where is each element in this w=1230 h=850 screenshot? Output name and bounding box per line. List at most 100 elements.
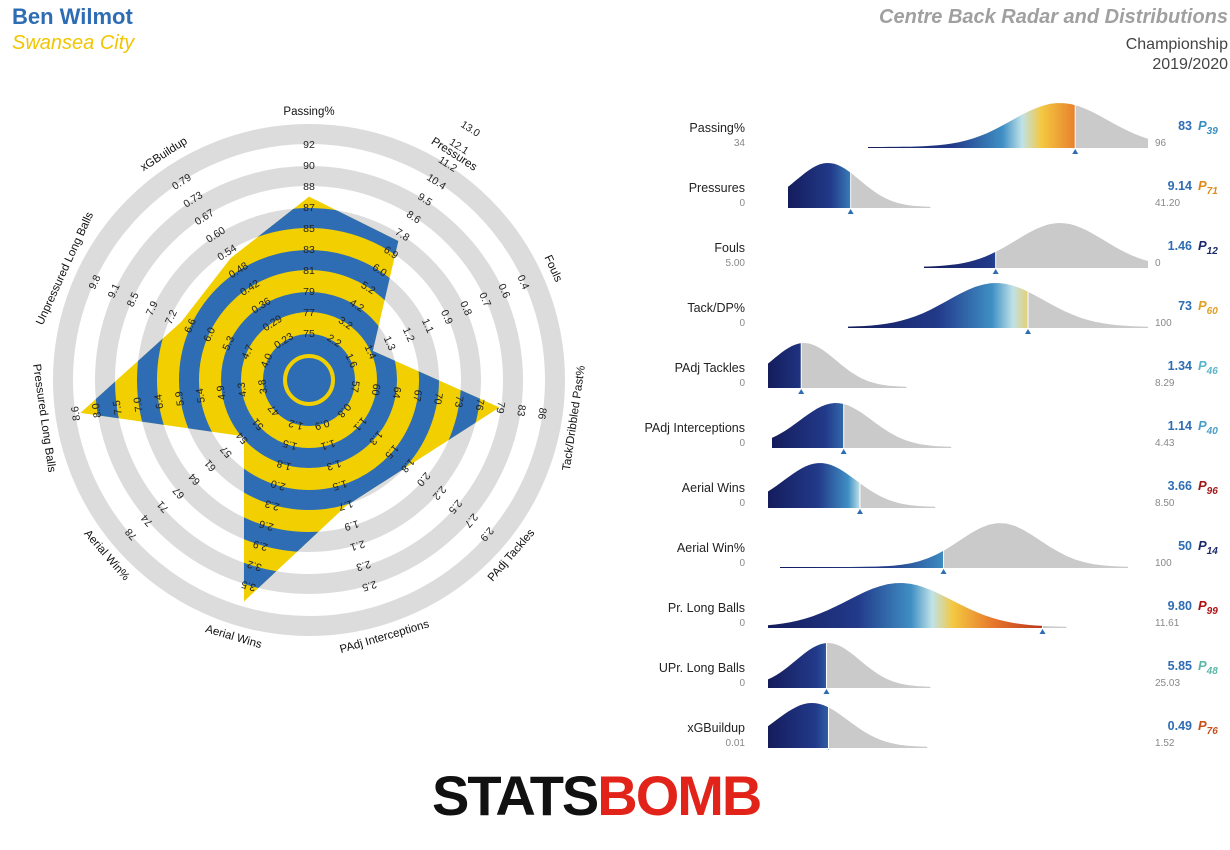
dist-min-label: 0 [739, 198, 745, 209]
dist-curve [780, 523, 1128, 568]
radar-tick-label: 1.3 [325, 457, 343, 473]
dist-value: 73 [1178, 299, 1192, 313]
dist-percentile-value: 14 [1207, 546, 1219, 557]
radar-tick-label: 13.0 [458, 119, 482, 140]
radar-tick-label: 60 [369, 383, 383, 396]
dist-min-label: 5.00 [726, 258, 746, 269]
radar-tick-label: 0.9 [438, 308, 455, 326]
dist-percentile-value: 99 [1207, 606, 1219, 617]
radar-tick-label: 3.5 [240, 578, 258, 594]
radar-tick-label: 8.0 [90, 402, 104, 418]
dist-min-label: 0 [739, 378, 745, 389]
radar-tick-label: 70 [431, 392, 445, 405]
dist-percentile: P99 [1198, 598, 1218, 617]
radar-band [263, 334, 355, 426]
radar-tick-label: 7.0 [132, 396, 146, 412]
radar-tick-label: 1.1 [419, 317, 436, 335]
dist-metric-label: Aerial Win% [677, 541, 745, 555]
radar-tick-label: 92 [303, 139, 315, 151]
radar-tick-label: 86 [535, 407, 549, 420]
dist-percentile: P39 [1198, 118, 1218, 137]
dist-min-label: 0 [739, 438, 745, 449]
dist-max-label: 0 [1155, 258, 1161, 269]
dist-marker [856, 509, 863, 514]
dist-value: 1.34 [1168, 359, 1192, 373]
dist-max-label: 100 [1155, 318, 1172, 329]
radar-tick-label: 4.9 [215, 384, 229, 400]
dist-percentile-value: 48 [1206, 666, 1219, 677]
dist-max-label: 100 [1155, 558, 1172, 569]
season-label: 2019/2020 [1152, 56, 1228, 73]
dist-max-label: 41.20 [1155, 198, 1180, 209]
radar-tick-label: 2.3 [355, 558, 373, 574]
radar-tick-label: 1.5 [331, 477, 349, 493]
radar-tick-label: 1.7 [337, 497, 355, 513]
radar-tick-label: 81 [303, 265, 315, 277]
dist-percentile: P14 [1198, 538, 1218, 557]
radar-tick-label: 9.8 [87, 273, 104, 291]
radar-tick-label: 6.0 [201, 325, 218, 343]
dist-value: 1.46 [1168, 239, 1192, 253]
radar-ring [53, 124, 565, 636]
dist-metric-label: PAdj Interceptions [644, 421, 745, 435]
dist-min-label: 0 [739, 318, 745, 329]
radar-tick-label: 0.8 [457, 299, 474, 317]
dist-marker [992, 269, 999, 274]
radar-axis-label: Fouls [541, 253, 564, 284]
dist-value: 3.66 [1168, 479, 1192, 493]
dist-metric-label: UPr. Long Balls [659, 661, 745, 675]
radar-tick-label: 0.9 [313, 417, 331, 433]
report-title: Centre Back Radar and Distributions [879, 6, 1228, 28]
radar-tick-label: 87 [303, 202, 315, 214]
radar-tick-label: 1.9 [343, 517, 361, 533]
radar-tick-label: 4.3 [235, 381, 249, 397]
radar-tick-label: 79 [493, 401, 507, 414]
radar-tick-label: 1.4 [362, 343, 379, 361]
radar-tick-label: 73 [452, 395, 466, 408]
radar-center [287, 358, 331, 402]
dist-metric-label: Fouls [714, 241, 745, 255]
radar-tick-label: 7.9 [144, 299, 161, 317]
dist-value: 5.85 [1168, 659, 1192, 673]
radar-tick-label: 79 [303, 286, 315, 298]
dist-metric-label: Pressures [689, 181, 745, 195]
dist-percentile-value: 12 [1207, 246, 1219, 257]
radar-axis-label: Passing% [283, 106, 334, 118]
radar-tick-label: 85 [303, 223, 315, 235]
radar-tick-label: 6.6 [182, 317, 199, 335]
distribution-chart: Passing% 34 96 83 P39 Pressures 0 41.20 9.14 P71 F… [644, 102, 1219, 750]
dist-percentile: P96 [1198, 478, 1218, 497]
radar-tick-label: 64 [390, 386, 404, 399]
radar-tick-label: 8.6 [69, 405, 83, 421]
dist-percentile-value: 96 [1207, 486, 1219, 497]
dist-marker [827, 749, 830, 750]
statsbomb-logo: STATSBOMB [432, 768, 762, 824]
dist-max-label: 25.03 [1155, 678, 1180, 689]
dist-percentile-value: 39 [1207, 126, 1219, 137]
dist-marker [1025, 329, 1031, 334]
radar-tick-label: 7.5 [111, 399, 125, 415]
dist-value: 83 [1178, 119, 1192, 133]
dist-marker [1039, 629, 1046, 634]
dist-metric-label: PAdj Tackles [675, 361, 745, 375]
radar-ring [95, 166, 523, 594]
radar-tick-label: 5.3 [220, 334, 237, 352]
radar-tick-label: 2.9 [252, 537, 270, 553]
radar-tick-label: 2.5 [361, 578, 379, 594]
dist-min-label: 0 [739, 678, 745, 689]
radar-tick-label: 3.2 [246, 558, 264, 574]
radar-tick-label: 1.5 [281, 437, 299, 453]
dist-metric-label: Passing% [689, 121, 745, 135]
radar-tick-label: 4.0 [258, 352, 275, 370]
radar-band [179, 250, 439, 510]
dist-fill [924, 251, 996, 268]
logo-part-stats: STATS [432, 764, 599, 827]
dist-curve [924, 223, 1148, 268]
radar-tick-label: 1.8 [275, 457, 293, 473]
radar-tick-label: 77 [303, 307, 315, 319]
dist-value: 50 [1178, 539, 1192, 553]
dist-fill [768, 703, 829, 748]
logo-part-bomb: BOMB [597, 764, 762, 827]
radar-tick-label: 5.9 [173, 390, 187, 406]
dist-max-label: 11.61 [1155, 618, 1180, 629]
